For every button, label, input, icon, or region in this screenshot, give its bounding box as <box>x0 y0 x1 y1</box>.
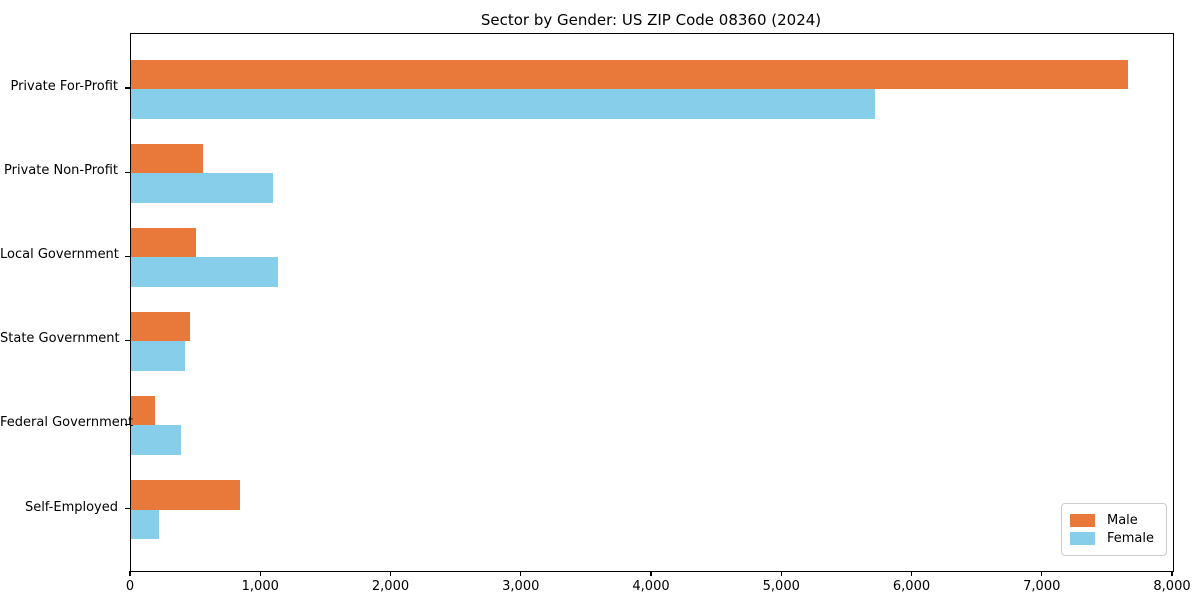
x-axis-tick-label: 6,000 <box>892 579 931 594</box>
y-tick-mark <box>125 87 130 89</box>
chart-title: Sector by Gender: US ZIP Code 08360 (202… <box>480 11 822 29</box>
y-tick-mark <box>125 507 130 510</box>
x-axis-tick-label: 2,000 <box>371 579 410 594</box>
bar-male-5 <box>131 480 241 510</box>
legend-swatch-male <box>1069 514 1095 527</box>
legend-label: Male <box>1106 513 1138 528</box>
bar-male-3 <box>131 311 191 342</box>
bar-female-3 <box>131 341 186 371</box>
y-tick-mark <box>125 423 130 425</box>
legend-label: Female <box>1106 531 1154 546</box>
x-axis-tick-label: 1,000 <box>241 579 279 594</box>
x-axis-tick-label: 7,000 <box>1023 579 1061 594</box>
x-axis-tick-label: 4,000 <box>632 579 670 594</box>
bar-female-4 <box>131 425 182 455</box>
y-axis-label: Private For-Profit <box>10 79 118 94</box>
y-tick-mark <box>125 255 130 257</box>
legend: Male Female <box>1060 503 1167 556</box>
y-axis-label: Self-Employed <box>24 499 118 515</box>
x-tick-mark <box>910 571 913 576</box>
y-tick-mark <box>125 339 130 341</box>
bar-female-5 <box>131 509 159 539</box>
legend-swatch-female <box>1069 532 1095 545</box>
x-axis-tick-label: 5,000 <box>762 579 800 594</box>
bar-male-4 <box>131 395 156 426</box>
x-axis-tick-label: 8,000 <box>1153 579 1191 594</box>
x-axis-tick-label: 0 <box>125 579 135 594</box>
legend-entry-male: Male <box>1069 513 1154 528</box>
bar-male-0 <box>131 59 1129 89</box>
y-axis-label: Private Non-Profit <box>4 163 118 179</box>
y-axis-label: Local Government <box>0 247 119 263</box>
x-tick-mark <box>129 571 131 576</box>
bar-female-0 <box>131 89 876 119</box>
x-tick-mark <box>389 571 392 576</box>
plot-area: Male Female <box>130 33 1174 572</box>
x-axis-tick-label: 3,000 <box>502 579 540 594</box>
y-axis-label: Federal Government <box>0 415 134 431</box>
x-tick-mark <box>650 571 652 576</box>
bar-female-1 <box>131 173 273 203</box>
x-tick-mark <box>520 571 522 576</box>
x-tick-mark <box>1171 571 1173 576</box>
x-tick-mark <box>780 571 782 576</box>
legend-entry-female: Female <box>1069 531 1154 546</box>
bar-female-2 <box>131 257 279 287</box>
bar-male-1 <box>131 143 204 174</box>
y-tick-mark <box>125 171 130 173</box>
y-axis-label: State Government <box>0 331 120 347</box>
x-tick-mark <box>1041 571 1043 576</box>
bar-male-2 <box>131 227 197 258</box>
x-tick-mark <box>259 571 261 576</box>
